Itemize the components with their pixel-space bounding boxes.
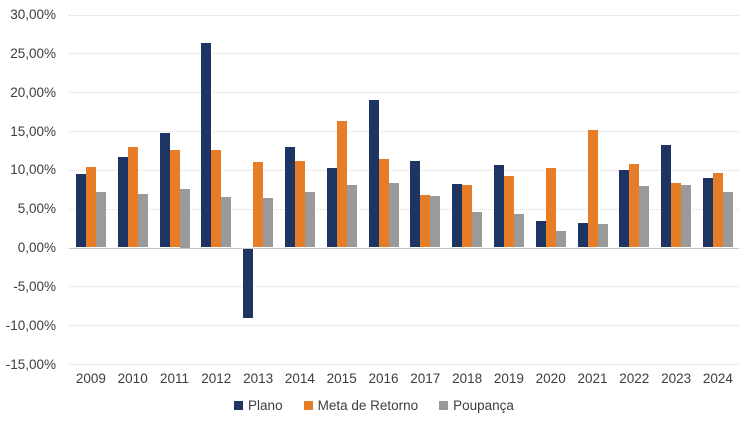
bar-poupan-a-2021 <box>597 224 608 248</box>
bar-meta-de-retorno-2024 <box>712 172 723 248</box>
bar-meta-de-retorno-2012 <box>211 149 222 248</box>
bar-plano-2010 <box>117 156 128 248</box>
y-axis-label: -15,00% <box>5 356 56 372</box>
gridline <box>69 14 739 16</box>
gridline <box>69 131 739 132</box>
gridline <box>69 325 739 327</box>
poupanca-swatch-icon <box>439 401 449 410</box>
bar-plano-2009 <box>75 173 86 248</box>
x-axis-label-2022: 2022 <box>619 371 650 386</box>
y-axis-label: 5,00% <box>17 201 56 217</box>
legend-label-poupanca: Poupança <box>453 398 514 413</box>
bar-plano-2014 <box>284 146 295 248</box>
bar-plano-2019 <box>493 165 504 248</box>
x-axis-label-2023: 2023 <box>661 371 692 386</box>
bar-meta-de-retorno-2018 <box>462 184 473 248</box>
y-axis-label: 0,00% <box>17 240 56 255</box>
x-axis-label-2014: 2014 <box>284 371 315 386</box>
x-axis-label-2021: 2021 <box>577 371 608 386</box>
bar-plano-2022 <box>619 169 630 248</box>
bar-plano-2013 <box>243 248 254 318</box>
y-axis-label: 20,00% <box>10 84 56 100</box>
x-axis-line <box>69 247 739 249</box>
bar-poupan-a-2012 <box>221 197 232 248</box>
bar-meta-de-retorno-2009 <box>85 166 96 248</box>
bar-poupan-a-2019 <box>513 214 524 248</box>
bar-poupan-a-2018 <box>472 211 483 248</box>
x-axis-label-2010: 2010 <box>117 371 148 386</box>
y-axis-label: -5,00% <box>13 278 56 294</box>
meta-de-retorno-swatch-icon <box>303 401 313 410</box>
bar-meta-de-retorno-2011 <box>169 150 180 248</box>
bar-poupan-a-2015 <box>346 184 357 248</box>
x-axis-label-2012: 2012 <box>201 371 232 386</box>
bar-meta-de-retorno-2022 <box>629 164 640 248</box>
bar-poupan-a-2023 <box>681 185 692 248</box>
bar-poupan-a-2020 <box>555 231 566 248</box>
bar-poupan-a-2009 <box>95 192 106 248</box>
bar-meta-de-retorno-2021 <box>587 130 598 248</box>
bar-poupan-a-2022 <box>639 186 650 248</box>
bar-plano-2024 <box>702 178 713 248</box>
bar-meta-de-retorno-2023 <box>671 183 682 248</box>
bar-meta-de-retorno-2010 <box>127 147 138 248</box>
x-axis-label-2009: 2009 <box>75 371 106 386</box>
x-axis-label-2019: 2019 <box>493 371 524 386</box>
y-axis-label: 25,00% <box>10 45 56 61</box>
bar-plano-2012 <box>201 43 212 248</box>
bar-meta-de-retorno-2016 <box>378 158 389 248</box>
bar-poupan-a-2011 <box>179 189 190 248</box>
x-axis-label-2020: 2020 <box>535 371 566 386</box>
bar-plano-2011 <box>159 132 170 248</box>
bar-poupan-a-2017 <box>430 196 441 248</box>
x-axis-label-2011: 2011 <box>159 371 190 386</box>
plano-swatch-icon <box>234 401 244 410</box>
gridline <box>69 169 739 171</box>
bar-plano-2016 <box>368 99 379 248</box>
gridline <box>69 92 739 94</box>
x-axis-label-2024: 2024 <box>702 371 733 386</box>
bar-plano-2015 <box>326 168 337 248</box>
bar-plano-2020 <box>535 221 546 248</box>
gridline <box>69 364 739 365</box>
gridline <box>69 286 739 288</box>
bar-poupan-a-2016 <box>388 183 399 248</box>
legend-label-meta-de-retorno: Meta de Retorno <box>317 398 419 413</box>
bar-meta-de-retorno-2019 <box>503 176 514 248</box>
bar-meta-de-retorno-2014 <box>294 160 305 248</box>
y-axis-label: 30,00% <box>10 7 56 22</box>
bar-poupan-a-2014 <box>304 192 315 248</box>
legend-label-plano: Plano <box>248 398 283 413</box>
x-axis-label-2013: 2013 <box>243 371 274 386</box>
bar-poupan-a-2013 <box>263 197 274 248</box>
bar-meta-de-retorno-2017 <box>420 194 431 248</box>
x-axis-label-2017: 2017 <box>410 371 441 386</box>
y-axis-label: -10,00% <box>5 317 56 333</box>
bar-meta-de-retorno-2015 <box>336 120 347 248</box>
bar-plano-2023 <box>661 144 672 248</box>
bar-meta-de-retorno-2013 <box>253 162 264 248</box>
legend-item-meta-de-retorno: Meta de Retorno <box>303 398 419 413</box>
legend-item-plano: Plano <box>234 398 283 413</box>
gridline <box>69 208 739 210</box>
bar-plano-2017 <box>410 160 421 248</box>
bar-plano-2018 <box>452 183 463 248</box>
bar-poupan-a-2024 <box>722 192 733 248</box>
bar-meta-de-retorno-2020 <box>545 168 556 248</box>
bar-poupan-a-2010 <box>137 193 148 248</box>
x-axis-label-2016: 2016 <box>368 371 399 386</box>
y-axis-label: 15,00% <box>10 123 56 139</box>
gridline <box>69 53 739 55</box>
x-axis-label-2015: 2015 <box>326 371 357 386</box>
legend: Plano Meta de Retorno Poupança <box>0 398 748 413</box>
legend-item-poupanca: Poupança <box>439 398 514 413</box>
y-axis-label: 10,00% <box>10 162 56 178</box>
x-axis-label-2018: 2018 <box>452 371 483 386</box>
bar-plano-2021 <box>577 223 588 248</box>
